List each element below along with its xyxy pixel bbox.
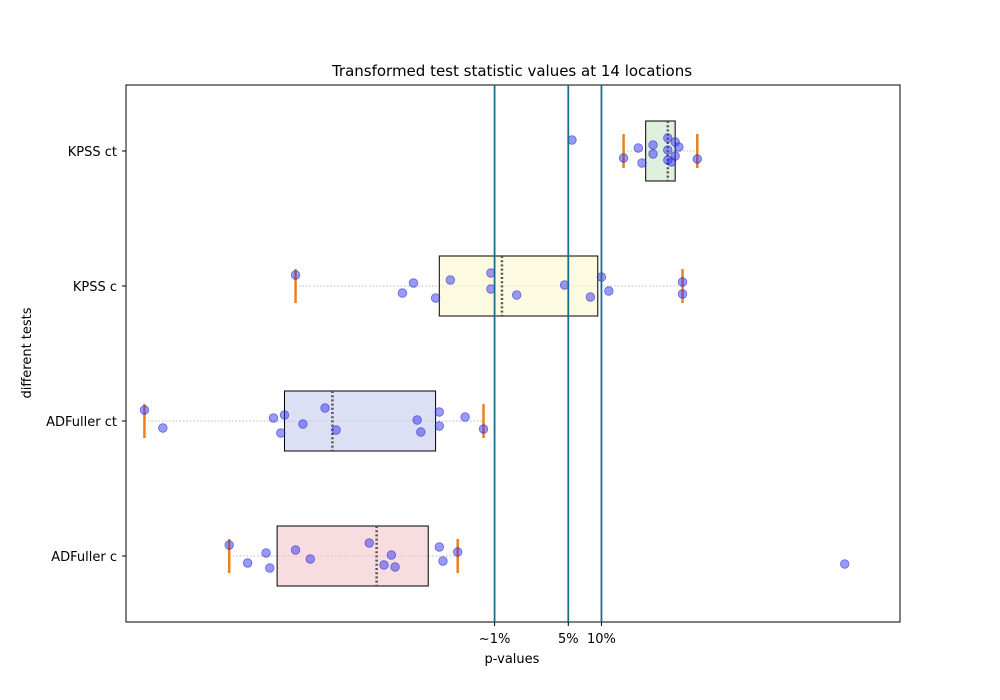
data-point	[158, 423, 168, 433]
box	[283, 390, 437, 452]
data-point	[397, 288, 408, 298]
data-point	[279, 410, 290, 420]
data-point	[224, 540, 234, 550]
data-point	[478, 424, 489, 434]
data-point	[276, 428, 286, 438]
data-point	[460, 412, 470, 422]
x-tick-label: ~1%	[479, 632, 511, 647]
box	[276, 525, 429, 587]
x-tick-label: 10%	[587, 632, 616, 647]
y-tick-label: ADFuller c	[51, 550, 117, 565]
data-point	[416, 427, 426, 437]
data-point	[434, 407, 444, 417]
data-point	[242, 558, 253, 568]
data-point	[290, 545, 301, 555]
data-point	[663, 145, 673, 155]
data-point	[265, 563, 275, 573]
data-point	[261, 548, 271, 558]
data-point	[677, 289, 688, 299]
data-point	[434, 542, 444, 552]
data-point	[364, 538, 374, 548]
plot-frame	[125, 84, 901, 623]
data-point	[430, 293, 441, 303]
data-point	[453, 547, 463, 557]
data-point	[434, 421, 444, 431]
data-point	[390, 562, 400, 572]
y-axis-label: different tests	[20, 307, 35, 398]
data-point	[648, 149, 658, 159]
data-point	[408, 278, 419, 288]
data-point	[692, 154, 702, 164]
data-point	[618, 153, 629, 163]
y-tick-label: KPSS c	[73, 280, 117, 295]
data-point	[445, 275, 456, 285]
data-point	[412, 415, 422, 425]
box	[438, 255, 599, 317]
data-point	[585, 292, 596, 302]
data-point	[633, 143, 644, 153]
data-point	[320, 403, 330, 413]
data-point	[511, 290, 522, 300]
data-point	[290, 270, 301, 280]
y-tick-label: KPSS ct	[68, 145, 117, 160]
plot-area: ADFuller c ADFuller ct KPSS c KPSS ct ~1% 5% 1…	[46, 84, 901, 647]
x-axis-label: p-values	[485, 652, 540, 667]
chart-title: Transformed test statistic values at 14 …	[331, 62, 692, 80]
data-point	[298, 419, 308, 429]
data-point	[648, 140, 658, 150]
data-point	[637, 158, 647, 168]
data-point	[268, 413, 279, 423]
y-tick-label: ADFuller ct	[46, 415, 117, 430]
data-point	[663, 133, 673, 143]
data-point	[379, 560, 389, 570]
data-point	[331, 425, 341, 435]
data-point	[604, 286, 614, 296]
data-point	[840, 559, 850, 569]
data-point	[139, 405, 150, 415]
data-point	[305, 554, 315, 564]
data-point	[386, 550, 397, 560]
data-point	[674, 142, 684, 152]
data-point	[438, 556, 448, 566]
data-point	[677, 277, 688, 287]
data-point	[670, 151, 680, 161]
x-tick-label: 5%	[558, 632, 579, 647]
